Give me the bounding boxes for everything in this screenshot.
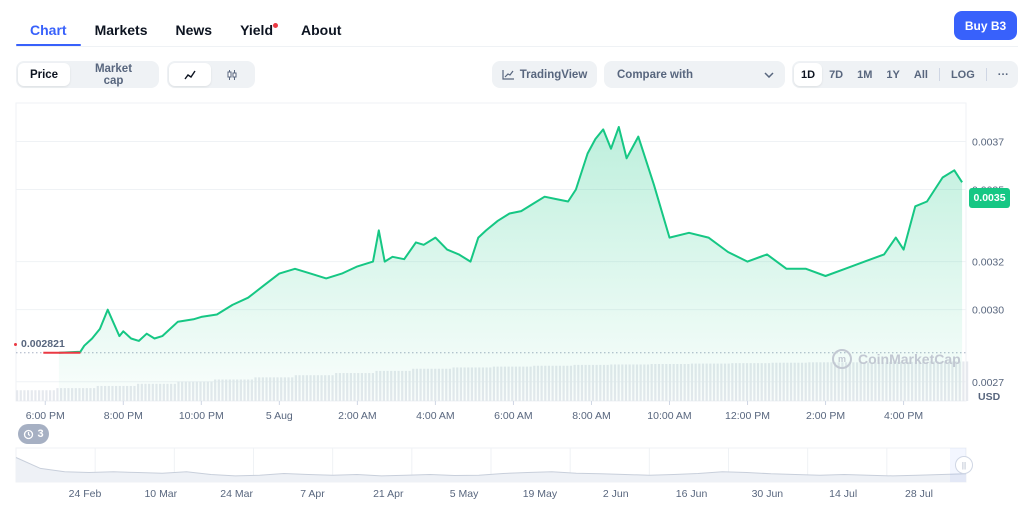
tab-yield-label: Yield — [240, 22, 273, 38]
x-axis: 6:00 PM 8:00 PM 10:00 PM 5 Aug 2:00 AM 4:00 A… — [26, 401, 923, 422]
range-all[interactable]: All — [907, 63, 935, 86]
price-line — [58, 126, 963, 354]
candlestick-icon — [227, 69, 237, 80]
compare-select[interactable]: Compare with — [604, 61, 785, 88]
navigator-handle[interactable]: || — [955, 456, 973, 474]
range-7d[interactable]: 7D — [822, 63, 850, 86]
navigator-tick-label: 14 Jul — [829, 488, 857, 500]
x-tick-label: 10:00 AM — [647, 410, 691, 422]
start-price-label: 0.002821 — [14, 338, 65, 350]
chart-line-icon — [502, 70, 514, 80]
line-chart-icon — [184, 70, 196, 79]
range-divider — [938, 68, 940, 81]
market-cap-toggle[interactable]: Market cap — [70, 63, 157, 87]
coinmarketcap-logo-icon: m — [832, 349, 852, 369]
tab-yield[interactable]: Yield — [226, 10, 287, 46]
x-tick-label: 12:00 PM — [725, 410, 770, 422]
x-tick-label: 6:00 AM — [494, 410, 533, 422]
line-chart-button[interactable] — [169, 63, 211, 86]
volume-bar — [49, 390, 52, 401]
navigator-tick-label: 30 Jun — [752, 488, 784, 500]
range-navigator[interactable]: 24 Feb 10 Mar 24 Mar 7 Apr 21 Apr 5 May 19 May… — [15, 447, 967, 500]
volume-bar — [56, 388, 59, 401]
current-price-tag: 0.0035 — [969, 188, 1010, 208]
metric-toggle: Price Market cap — [16, 61, 159, 88]
navigator-tick-label: 2 Jun — [603, 488, 629, 500]
navigator-tick-label: 5 May — [450, 488, 479, 500]
navigator-tick-label: 21 Apr — [373, 488, 404, 500]
volume-bar — [19, 390, 22, 401]
tab-chart[interactable]: Chart — [16, 10, 81, 46]
compare-label: Compare with — [617, 68, 694, 81]
new-indicator-dot — [273, 23, 278, 28]
x-tick-label: 10:00 PM — [179, 410, 224, 422]
x-tick-label: 8:00 AM — [572, 410, 611, 422]
watermark: m CoinMarketCap — [832, 349, 961, 369]
more-options-button[interactable]: ··· — [991, 63, 1016, 86]
navigator-line — [15, 457, 967, 477]
start-price-value: 0.002821 — [21, 338, 65, 350]
tab-news[interactable]: News — [175, 22, 213, 38]
volume-bar — [966, 361, 969, 401]
navigator-tick-label: 10 Mar — [144, 488, 177, 500]
range-1m[interactable]: 1M — [850, 63, 879, 86]
volume-bar — [27, 390, 30, 401]
volume-bar — [23, 390, 26, 401]
volume-bar — [30, 390, 33, 401]
nav-divider — [16, 46, 1018, 47]
volume-bar — [34, 390, 37, 401]
watermark-text: CoinMarketCap — [858, 351, 961, 367]
volume-bar — [38, 390, 41, 401]
x-tick-label: 4:00 AM — [416, 410, 455, 422]
x-tick-label: 5 Aug — [266, 410, 293, 422]
price-area — [43, 126, 963, 401]
navigator-tick-label: 24 Mar — [220, 488, 253, 500]
events-count: 3 — [37, 428, 44, 440]
y-tick-label: 0.0027 — [972, 377, 1004, 389]
volume-bar — [41, 390, 44, 401]
time-range-toggle: 1D 7D 1M 1Y All LOG ··· — [792, 61, 1018, 88]
y-tick-label: 0.0030 — [972, 305, 1004, 317]
tab-about[interactable]: About — [301, 22, 342, 38]
chart-type-toggle — [167, 61, 255, 88]
buy-button[interactable]: Buy B3 — [954, 11, 1017, 40]
price-area-fill — [58, 127, 963, 401]
range-1y[interactable]: 1Y — [879, 63, 906, 86]
y-tick-label: 0.0032 — [972, 257, 1004, 269]
y-tick-label: 0.0037 — [972, 136, 1004, 148]
navigator-tick-label: 28 Jul — [905, 488, 933, 500]
candlestick-button[interactable] — [211, 63, 253, 86]
tab-markets[interactable]: Markets — [94, 22, 148, 38]
currency-label: USD — [978, 391, 1001, 403]
x-tick-label: 2:00 AM — [338, 410, 377, 422]
top-nav: Chart Markets News Yield About — [16, 10, 355, 46]
range-log[interactable]: LOG — [944, 63, 982, 86]
x-tick-label: 8:00 PM — [104, 410, 143, 422]
events-badge[interactable]: 3 — [18, 424, 49, 444]
tradingview-button[interactable]: TradingView — [492, 61, 597, 88]
tradingview-label: TradingView — [519, 68, 588, 81]
start-price-dot — [14, 342, 17, 346]
volume-bar — [962, 361, 965, 401]
range-divider — [985, 68, 987, 81]
volume-bar — [16, 390, 19, 401]
x-tick-label: 4:00 PM — [884, 410, 923, 422]
volume-bar — [52, 390, 55, 401]
navigator-tick-label: 7 Apr — [300, 488, 325, 500]
x-tick-label: 6:00 PM — [26, 410, 65, 422]
range-1d[interactable]: 1D — [794, 63, 823, 86]
navigator-tick-label: 19 May — [523, 488, 558, 500]
history-icon — [24, 429, 34, 439]
x-tick-label: 2:00 PM — [806, 410, 845, 422]
navigator-tick-label: 16 Jun — [676, 488, 708, 500]
navigator-tick-label: 24 Feb — [69, 488, 102, 500]
volume-bar — [45, 390, 48, 401]
price-toggle[interactable]: Price — [18, 63, 70, 86]
chevron-down-icon — [764, 71, 774, 78]
